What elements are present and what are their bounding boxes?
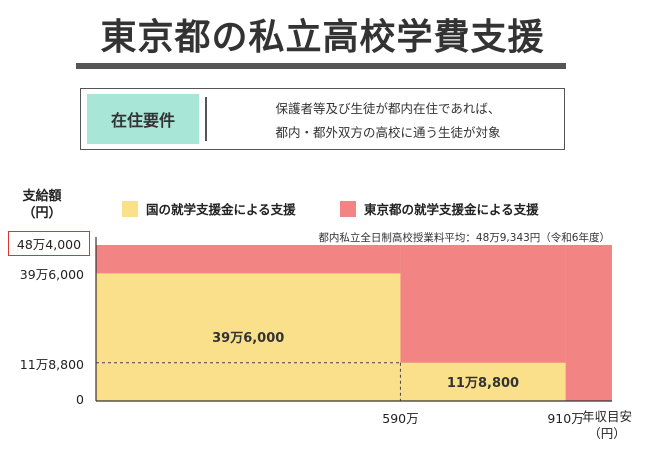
y-tick-label-1: 39万6,000 [19,267,84,283]
legend-label-tokyo: 東京都の就学支援金による支援 [364,202,539,217]
requirements-divider [205,97,207,141]
x-tick-label-0: 590万 [382,411,419,426]
national-support-area-0 [96,273,401,401]
legend-tokyo: 東京都の就学支援金による支援 [340,199,539,218]
legend-label-national: 国の就学支援金による支援 [146,202,296,217]
y-axis-label-line-2: （円） [22,206,62,221]
y-axis-label-line-1: 支給額 [22,189,62,204]
requirements-tag: 在住要件 [87,94,199,144]
requirements-box: 在住要件 保護者等及び生徒が都内在住であれば、 都内・都外双方の高校に通う生徒が… [80,88,565,150]
requirements-line-1: 保護者等及び生徒が都内在住であれば、 [275,101,501,116]
requirements-line-2: 都内・都外双方の高校に通う生徒が対象 [275,125,501,140]
national-support-area-1 [400,362,566,401]
title-underline [76,63,566,69]
x-tick-label-1: 910万 [547,411,584,426]
segment-value-label-1: 11万8,800 [447,376,519,391]
segment-value-label-0: 39万6,000 [212,331,284,346]
y-tick-label-0: 48万4,000 [8,231,90,256]
legend-national: 国の就学支援金による支援 [122,199,296,218]
tokyo-support-area-2 [565,245,612,401]
y-axis-label: 支給額 （円） [14,188,70,222]
y-tick-label-3: 0 [76,392,84,407]
legend-swatch-tokyo [340,200,356,217]
x-axis-label-line-2: （円） [588,426,626,441]
y-tick-label-2: 11万8,800 [19,356,84,372]
average-tuition-note: 都内私立全日制高校授業料平均：48万9,343円（令和6年度） [318,232,610,244]
page-title: 東京都の私立高校学費支援 [100,17,545,58]
requirements-text: 保護者等及び生徒が都内在住であれば、 都内・都外双方の高校に通う生徒が対象 [213,97,563,145]
x-axis-label-line-1: 年収目安 [581,409,632,424]
x-axis-label: 年収目安 （円） [572,408,642,442]
legend-swatch-national [122,200,138,217]
